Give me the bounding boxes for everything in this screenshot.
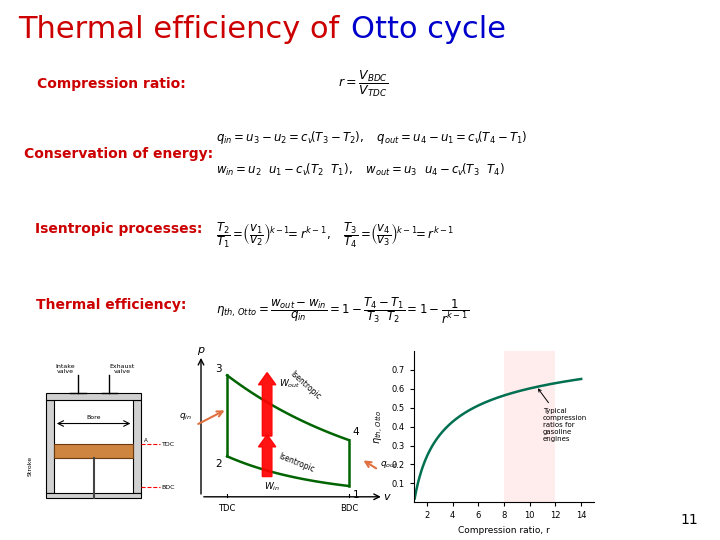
Bar <box>54 444 133 458</box>
Text: Isentropic: Isentropic <box>277 452 316 475</box>
Text: BDC: BDC <box>162 485 175 490</box>
Text: $p$: $p$ <box>197 345 205 357</box>
Text: Otto cycle: Otto cycle <box>351 15 505 44</box>
Text: Intake: Intake <box>55 364 75 369</box>
Text: 3: 3 <box>215 364 222 374</box>
Text: Isentropic processes:: Isentropic processes: <box>35 222 202 237</box>
Bar <box>504 351 555 502</box>
Text: Thermal efficiency:: Thermal efficiency: <box>37 298 186 312</box>
Y-axis label: $\eta_{th,\,Otto}$: $\eta_{th,\,Otto}$ <box>373 409 386 444</box>
Text: Bore: Bore <box>86 415 101 421</box>
Text: 11: 11 <box>680 512 698 526</box>
Bar <box>46 394 141 400</box>
Text: BDC: BDC <box>340 503 358 512</box>
Text: Exhaust: Exhaust <box>109 364 135 369</box>
Bar <box>46 400 54 493</box>
FancyArrow shape <box>258 373 276 436</box>
FancyArrow shape <box>258 435 276 476</box>
Text: $W_{in}$: $W_{in}$ <box>264 481 280 493</box>
Text: 4: 4 <box>352 427 359 437</box>
Text: Stroke: Stroke <box>28 456 32 476</box>
Text: $w_{in}=u_2\ \ u_1-c_v\!\left(T_2\ \ T_1\right),\quad w_{out}=u_3\ \ u_4-c_v\!\l: $w_{in}=u_2\ \ u_1-c_v\!\left(T_2\ \ T_1… <box>216 162 505 178</box>
X-axis label: Compression ratio, r: Compression ratio, r <box>458 526 550 535</box>
Text: valve: valve <box>57 369 73 374</box>
Bar <box>46 493 141 497</box>
Text: $\dfrac{T_2}{T_1}=\!\left(\dfrac{v_1}{v_2}\right)^{\!k-1}\!\!=r^{k-1},\quad\dfra: $\dfrac{T_2}{T_1}=\!\left(\dfrac{v_1}{v_… <box>216 220 454 250</box>
Text: valve: valve <box>114 369 130 374</box>
Text: $r = \dfrac{V_{BDC}}{V_{TDC}}$: $r = \dfrac{V_{BDC}}{V_{TDC}}$ <box>338 69 389 99</box>
Text: 2: 2 <box>215 459 222 469</box>
Text: TDC: TDC <box>162 442 175 447</box>
Text: $q_{in}$: $q_{in}$ <box>179 411 192 422</box>
Text: 1: 1 <box>352 490 359 500</box>
Text: Conservation of energy:: Conservation of energy: <box>24 147 213 161</box>
Text: $v$: $v$ <box>383 492 392 502</box>
Text: $\eta_{th,\,Otto}=\dfrac{w_{out}-w_{in}}{q_{in}}=1-\dfrac{T_4-T_1}{T_3\ \ T_2}=1: $\eta_{th,\,Otto}=\dfrac{w_{out}-w_{in}}… <box>216 295 469 326</box>
Text: TDC: TDC <box>218 503 235 512</box>
Text: $q_{out}$: $q_{out}$ <box>380 459 398 470</box>
Text: $q_{in}=u_3-u_2=c_v\!\left(T_3-T_2\right),\quad q_{out}=u_4-u_1=c_v\!\left(T_4-T: $q_{in}=u_3-u_2=c_v\!\left(T_3-T_2\right… <box>216 129 528 146</box>
Bar <box>133 400 141 493</box>
Text: Typical
compression
ratios for
gasoline
engines: Typical compression ratios for gasoline … <box>539 389 587 442</box>
Text: Compression ratio:: Compression ratio: <box>37 77 186 91</box>
Text: Isentropic: Isentropic <box>288 369 323 402</box>
Text: $W_{out}$: $W_{out}$ <box>279 378 301 390</box>
Text: A: A <box>144 438 148 443</box>
Text: Thermal efficiency of: Thermal efficiency of <box>18 15 349 44</box>
